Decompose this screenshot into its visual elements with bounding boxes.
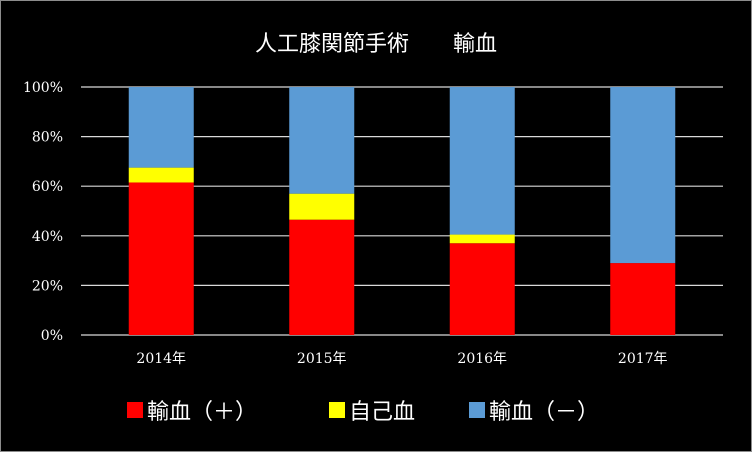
y-tick-label: 80% — [32, 130, 63, 146]
bar-segment-2 — [449, 234, 515, 244]
legend-swatch — [127, 402, 143, 418]
bars — [128, 87, 676, 335]
y-tick-label: 60% — [32, 179, 63, 195]
bar-segment-1 — [610, 263, 676, 335]
bar-segment-1 — [449, 243, 515, 335]
bar-segment-2 — [289, 193, 355, 220]
x-tick-label: 2017年 — [618, 351, 668, 367]
x-tick-label: 2015年 — [297, 351, 347, 367]
x-tick-label: 2014年 — [136, 351, 186, 367]
y-axis-ticks: 0% 20% 40% 60% 80% 100% — [23, 80, 63, 344]
bar-segment-3 — [128, 87, 194, 168]
bar-segment-3 — [610, 87, 676, 264]
legend-swatch — [329, 402, 345, 418]
legend: 輸血（＋） 自己血 輸血（－） — [127, 400, 599, 425]
y-tick-label: 20% — [32, 278, 63, 294]
y-tick-label: 100% — [23, 80, 63, 96]
legend-label: 輸血（＋） — [147, 400, 257, 425]
bar-segment-1 — [289, 219, 355, 335]
bar-segment-3 — [449, 87, 515, 235]
y-tick-label: 40% — [32, 229, 63, 245]
bar-segment-3 — [289, 87, 355, 194]
x-tick-label: 2016年 — [457, 351, 507, 367]
legend-label: 輸血（－） — [489, 400, 599, 425]
bar-segment-1 — [128, 182, 194, 335]
chart-title: 人工膝関節手術 輸血 — [255, 32, 497, 57]
y-tick-label: 0% — [41, 328, 63, 344]
bar-segment-2 — [128, 167, 194, 183]
legend-swatch — [469, 402, 485, 418]
x-axis-ticks: 2014年 2015年 2016年 2017年 — [136, 351, 667, 367]
legend-label: 自己血 — [349, 400, 415, 425]
